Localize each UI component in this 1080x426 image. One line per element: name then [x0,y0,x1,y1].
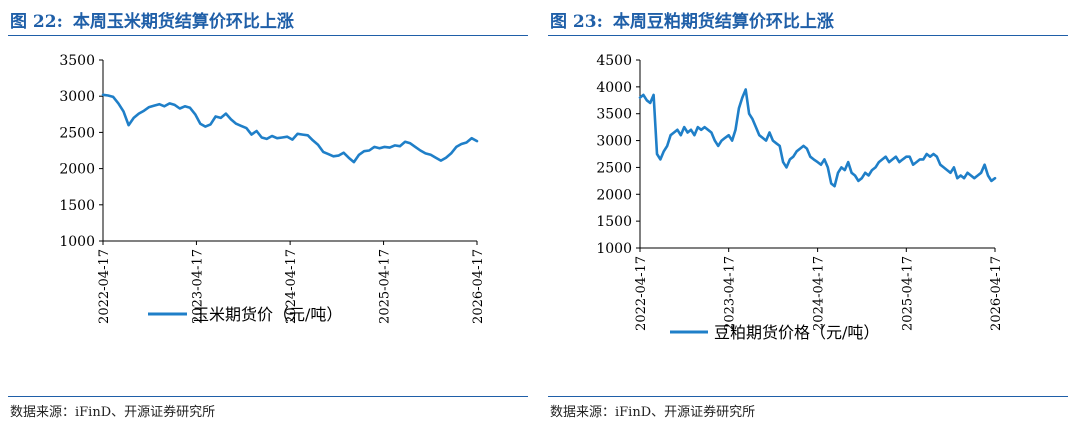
y-tick-label: 3500 [59,53,95,69]
corn-futures-chart: 1000 1500 2000 2500 3000 3500 2022-04-17 2023-0… [59,53,486,324]
x-tick-label: 2024-04-17 [284,249,299,324]
source-rule [8,396,528,397]
y-tick-label: 1500 [59,198,95,214]
y-tick-label: 2500 [59,125,95,141]
y-tick-label: 2000 [59,162,95,178]
figure-title-text: 本周玉米期货结算价环比上涨 [72,12,294,32]
figure-number: 图 22: [10,12,63,32]
x-tick-label: 2024-04-17 [812,256,827,331]
y-tick-label: 4500 [596,53,632,69]
x-tick-label: 2022-04-17 [97,249,112,324]
x-tick-label: 2025-04-17 [378,249,393,324]
title-rule [548,35,1068,36]
legend-label: 玉米期货价（元/吨） [193,305,342,324]
y-tick-label: 3000 [59,89,95,105]
figure-23-panel: 图 23: 本周豆粕期货结算价环比上涨 1000 1500 2000 2500 3000 3… [540,0,1080,426]
source-note: 数据来源：iFinD、开源证券研究所 [550,405,756,420]
x-tick-label: 2026-04-17 [989,256,1004,331]
figure-22-panel: 图 22: 本周玉米期货结算价环比上涨 1000 1500 2000 2500 3000 3… [8,7,528,420]
y-tick-label: 2500 [596,160,632,176]
y-tick-label: 2000 [596,187,632,203]
y-tick-label: 3500 [596,107,632,123]
source-rule [548,396,1068,397]
figure-title: 图 23: 本周豆粕期货结算价环比上涨 [550,7,834,32]
y-tick-label: 4000 [596,80,632,96]
y-tick-label: 1000 [596,241,632,257]
figure-title: 图 22: 本周玉米期货结算价环比上涨 [10,7,294,32]
soymeal-futures-chart: 1000 1500 2000 2500 3000 3500 4000 4500 2022-04-… [596,53,1004,342]
title-rule [8,35,528,36]
source-note: 数据来源：iFinD、开源证券研究所 [10,405,216,420]
y-tick-label: 1000 [59,234,95,250]
y-tick-label: 3000 [596,134,632,150]
x-tick-label: 2025-04-17 [900,256,915,331]
x-tick-label: 2023-04-17 [723,256,738,331]
figure-number: 图 23: [550,12,603,32]
legend-label: 豆粕期货价格（元/吨） [714,323,879,342]
y-tick-label: 1500 [596,214,632,230]
x-tick-label: 2026-04-17 [471,249,486,324]
x-tick-label: 2022-04-17 [634,256,649,331]
figure-title-text: 本周豆粕期货结算价环比上涨 [612,12,834,32]
series-line [101,93,479,164]
x-tick-label: 2023-04-17 [190,249,205,324]
series-line [638,88,997,188]
